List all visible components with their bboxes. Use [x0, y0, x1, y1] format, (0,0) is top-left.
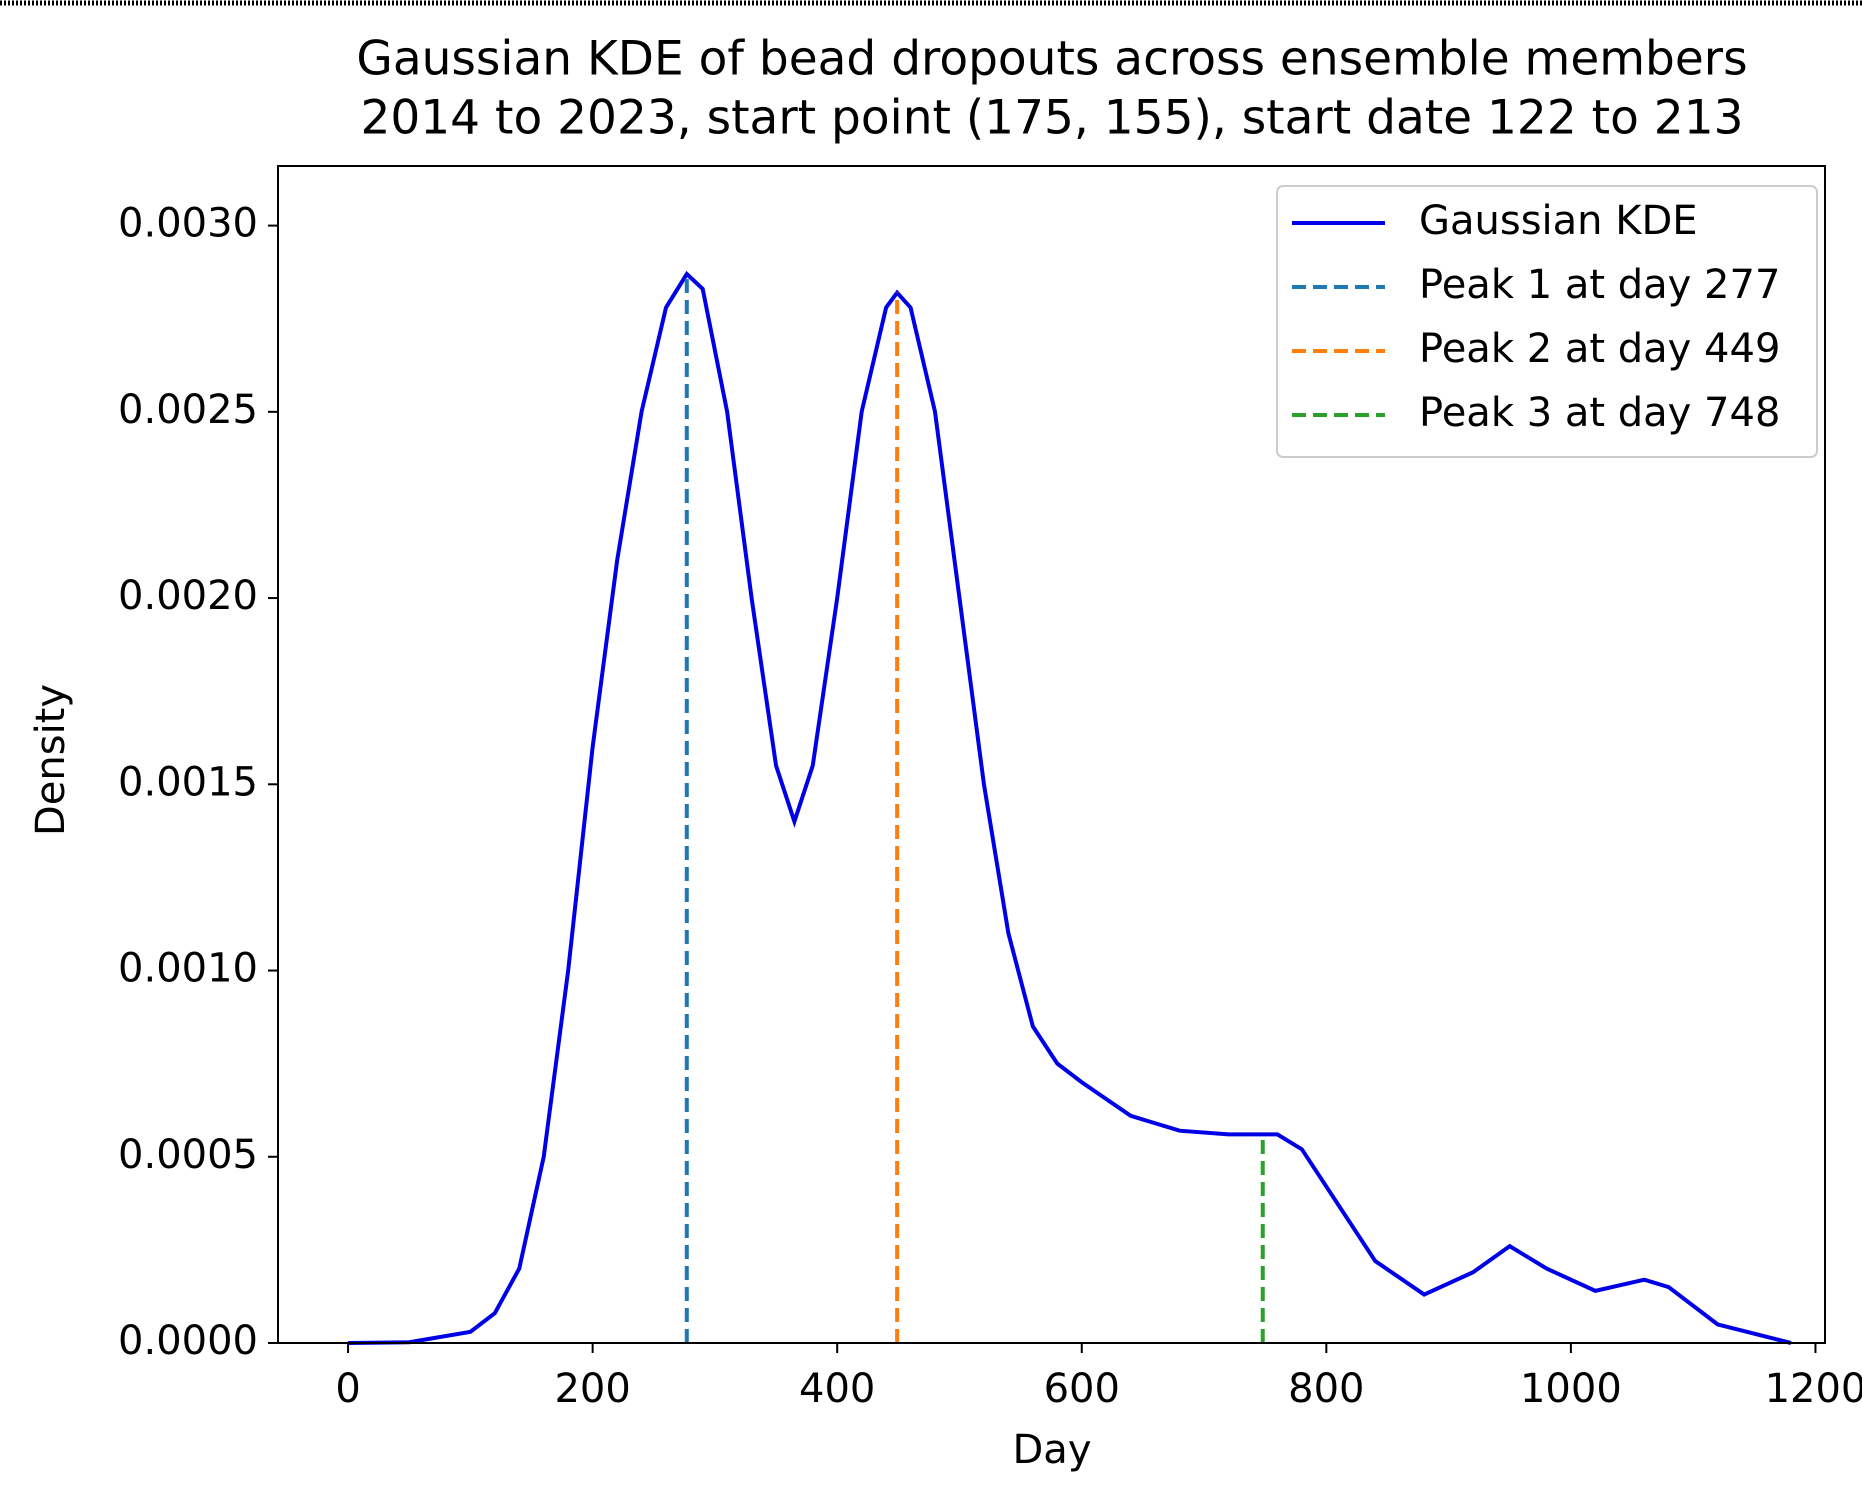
legend-label: Peak 1 at day 277 [1419, 262, 1780, 308]
y-tick-label: 0.0030 [118, 201, 258, 247]
x-tick-label: 400 [799, 1366, 875, 1412]
x-tick-label: 200 [554, 1366, 630, 1412]
legend-box [1276, 185, 1818, 458]
x-axis-label: Day [1013, 1427, 1092, 1473]
legend-label: Peak 2 at day 449 [1419, 326, 1780, 372]
x-tick-label: 0 [335, 1366, 360, 1412]
y-tick-label: 0.0005 [118, 1132, 258, 1178]
legend-label: Gaussian KDE [1419, 198, 1698, 244]
chart-title: Gaussian KDE of bead dropouts across ens… [356, 32, 1747, 87]
y-tick-label: 0.0010 [118, 946, 258, 992]
legend-label: Peak 3 at day 748 [1419, 390, 1780, 436]
y-tick-label: 0.0015 [118, 759, 258, 805]
y-tick-label: 0.0020 [118, 573, 258, 619]
x-tick-label: 600 [1044, 1366, 1120, 1412]
chart-subtitle: 2014 to 2023, start point (175, 155), st… [360, 91, 1743, 146]
axes-frame [277, 165, 1826, 1344]
x-tick-label: 1200 [1765, 1366, 1862, 1412]
kde-line [348, 270, 1792, 1345]
y-tick-label: 0.0000 [118, 1318, 258, 1364]
x-tick-label: 1000 [1520, 1366, 1622, 1412]
x-tick-label: 800 [1288, 1366, 1364, 1412]
y-tick-label: 0.0025 [118, 387, 258, 433]
y-axis-label: Density [28, 684, 74, 836]
